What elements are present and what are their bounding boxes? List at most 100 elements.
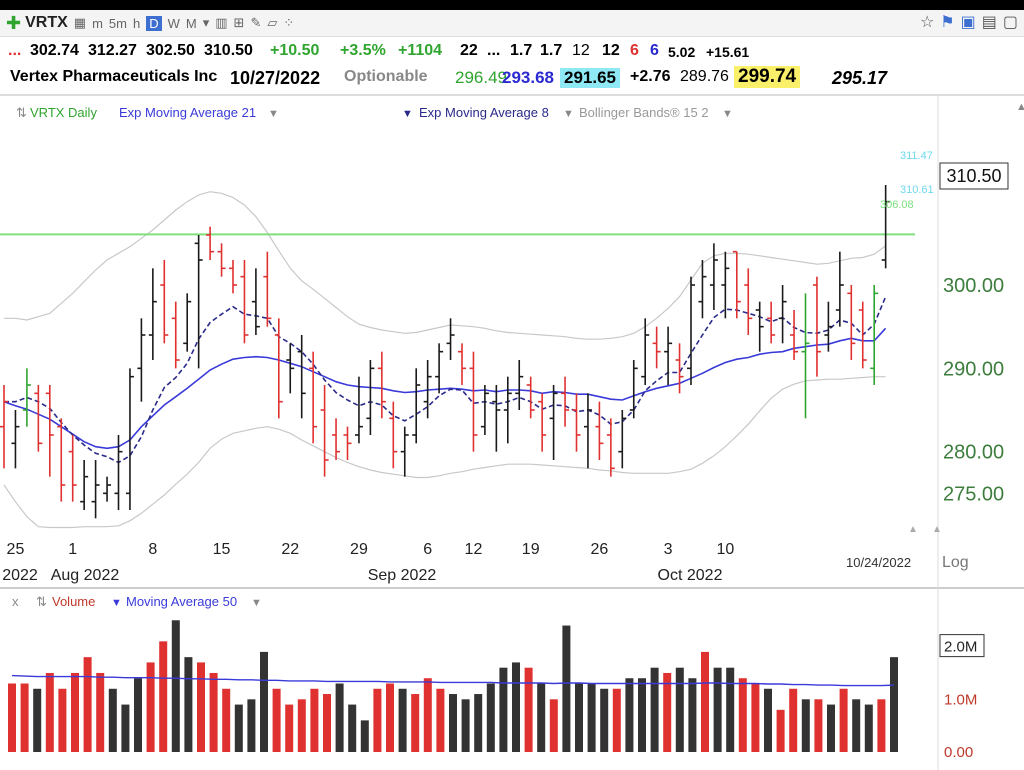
ohlc-bar <box>137 318 146 402</box>
date-tick-label: 6 <box>423 541 432 558</box>
legend-arrows-icon[interactable]: ⇅ <box>16 105 27 120</box>
timeframe-5min[interactable]: 5m <box>108 15 127 31</box>
ohlc-bar <box>469 351 478 452</box>
symbol-input[interactable]: VRTX <box>25 14 68 31</box>
volume-bars <box>8 620 898 752</box>
volume-bar <box>789 688 798 752</box>
timeframe-monthly[interactable]: M <box>185 15 197 31</box>
volume-bar <box>461 699 470 752</box>
volume-bar <box>449 694 457 752</box>
close-pane-x[interactable]: x <box>12 594 19 609</box>
star-icon[interactable]: ☆ <box>919 14 935 31</box>
ohlc-bar <box>687 276 695 385</box>
s-icon[interactable]: ▣ <box>960 14 976 31</box>
annotate-icon[interactable]: ▱ <box>267 15 278 30</box>
ohlc-bar <box>0 385 8 469</box>
ohlc-bar <box>217 243 226 277</box>
ema-lines <box>3 296 887 464</box>
open-price: 302.74 <box>30 42 79 59</box>
last-price-box <box>939 162 1009 190</box>
ohlc-bar <box>629 360 638 419</box>
last-price-label: 310.50 <box>946 166 1001 186</box>
scroll-up-icon[interactable]: ▲ <box>932 524 942 535</box>
chevron-down-icon[interactable]: ▼ <box>251 597 262 609</box>
legend-ema8[interactable]: Exp Moving Average 8 <box>419 105 549 120</box>
expand-icon[interactable]: ▢ <box>1002 14 1018 31</box>
ohlc-bar <box>492 385 501 452</box>
date-tick-label: 15 <box>213 541 231 558</box>
chevron-down-icon[interactable]: ▼ <box>402 108 413 120</box>
volume-bar <box>146 662 155 752</box>
ohlc-bar <box>664 326 673 385</box>
scroll-up-icon[interactable]: ▲ <box>908 524 918 535</box>
volume-bar <box>764 688 772 752</box>
volume-bar <box>625 678 634 752</box>
volume-bar <box>738 678 747 752</box>
calculator-icon[interactable]: ▦ <box>73 15 87 30</box>
volume-bar <box>701 651 709 752</box>
ohlc-bar <box>881 185 890 269</box>
ohlc-bar <box>332 418 341 460</box>
chevron-down-icon[interactable]: ▼ <box>268 108 279 120</box>
value-p6: 299.74 <box>734 66 801 88</box>
price-tick-label: 290.00 <box>943 358 1004 380</box>
volume-bar <box>864 704 873 752</box>
legend-bollinger[interactable]: Bollinger Bands® 15 2 <box>579 105 709 120</box>
volume-bar <box>486 683 495 752</box>
timeframe-minute[interactable]: m <box>92 15 103 31</box>
metric-1: 22 <box>460 42 478 59</box>
legend-arrows-icon[interactable]: ⇅ <box>36 594 47 609</box>
ohlc-bar <box>870 285 879 385</box>
chevron-down-icon[interactable]: ▾ <box>202 15 210 30</box>
legend-symbol[interactable]: VRTX Daily <box>30 105 97 120</box>
volume-bar <box>373 688 382 752</box>
tag-resistance: 306.08 <box>880 199 914 211</box>
log-scale-label[interactable]: Log <box>942 554 969 571</box>
volume-bar <box>184 657 193 752</box>
date-tick-label: 19 <box>522 541 540 558</box>
share-icon[interactable]: ⁘ <box>283 15 295 30</box>
volume-change: +1104 <box>398 42 443 59</box>
plus-icon[interactable]: ✚ <box>6 12 22 33</box>
ohlc-bar <box>286 343 295 394</box>
ohlc-bar <box>732 250 741 319</box>
volume-bar <box>600 688 609 752</box>
flag-icon[interactable]: ⚑ <box>940 14 955 31</box>
volume-bar <box>360 720 369 752</box>
date-tick-label: 22 <box>281 541 299 558</box>
grid-icon[interactable]: ⊞ <box>233 15 245 30</box>
price-tick-label: 275.00 <box>943 483 1004 505</box>
ohlc-bar <box>160 260 169 344</box>
quote-line-2: Vertex Pharmaceuticals Inc 10/27/2022 Op… <box>0 66 1024 92</box>
timeframe-weekly[interactable]: W <box>167 15 180 31</box>
metric-7: 6 <box>650 42 659 59</box>
ohlc-bar <box>755 301 764 352</box>
timeframe-daily[interactable]: D <box>146 15 162 31</box>
high-price: 312.27 <box>88 42 137 59</box>
volume-bar <box>549 699 558 752</box>
tag-mid: 310.61 <box>900 184 934 196</box>
bars-icon[interactable]: ▥ <box>215 15 228 30</box>
volume-bar <box>323 694 331 752</box>
volume-bar <box>675 667 684 752</box>
volume-bar <box>58 688 67 752</box>
value-p3: 291.65 <box>560 68 620 88</box>
pencil-icon[interactable]: ✎ <box>250 15 262 30</box>
ohlc-bar <box>389 401 398 469</box>
chevron-down-icon[interactable]: ▼ <box>722 108 733 120</box>
ohlc-bar <box>847 285 856 360</box>
chevron-down-icon[interactable]: ▼ <box>111 597 122 609</box>
save-icon[interactable]: ▤ <box>981 14 997 31</box>
collapse-icon[interactable]: ▲ <box>1016 101 1024 113</box>
legend-ma50[interactable]: Moving Average 50 <box>126 594 237 609</box>
chevron-down-icon[interactable]: ▼ <box>563 108 574 120</box>
volume-bar <box>663 672 672 752</box>
legend-volume[interactable]: Volume <box>52 594 95 609</box>
volume-bar <box>612 688 621 752</box>
volume-bar <box>575 683 583 752</box>
legend-ema21[interactable]: Exp Moving Average 21 <box>119 105 256 120</box>
volume-bar <box>726 667 735 752</box>
timeframe-hour[interactable]: h <box>132 15 141 31</box>
price-tick-label: 280.00 <box>943 442 1004 464</box>
